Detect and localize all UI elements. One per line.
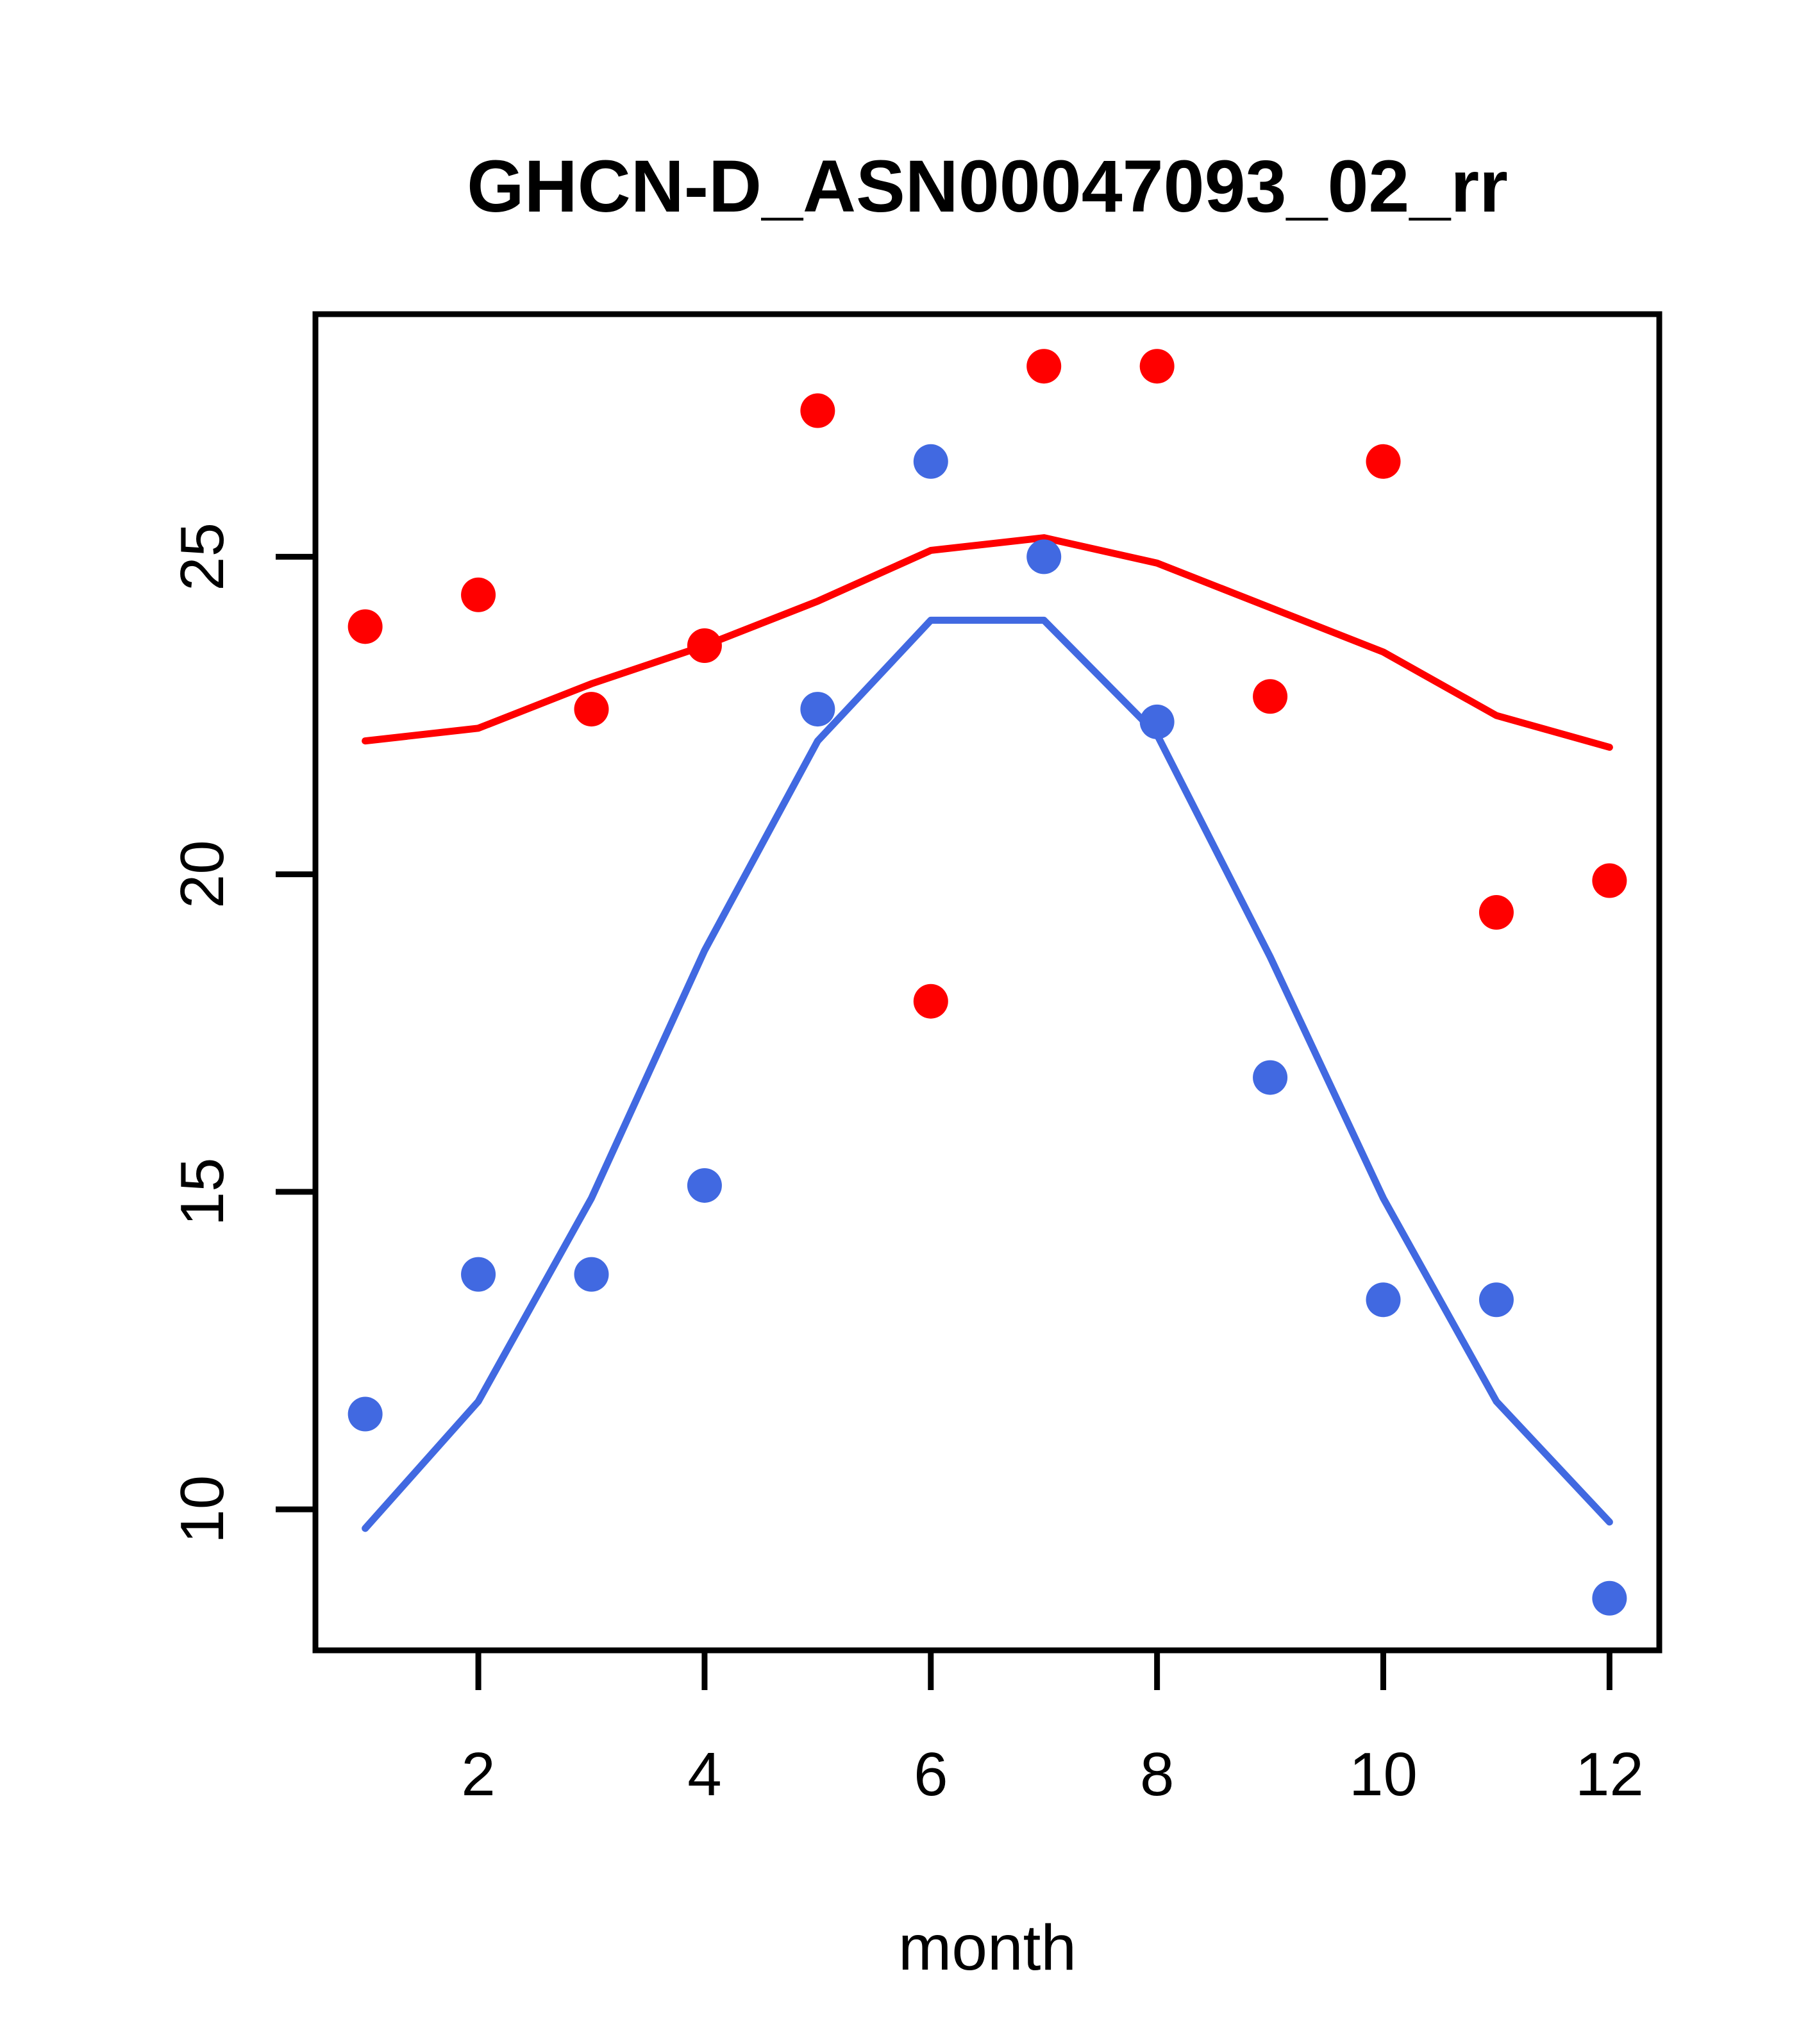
blue-lowess-line <box>362 616 1613 1532</box>
y-tick-label: 10 <box>168 1475 237 1544</box>
data-point-blue <box>347 1396 383 1432</box>
data-point-blue <box>687 1168 722 1203</box>
red-points <box>347 349 1627 1019</box>
x-tick-label: 10 <box>1349 1740 1418 1809</box>
data-point-red <box>1253 679 1288 714</box>
y-tick-label: 15 <box>168 1157 237 1226</box>
x-tick-label: 8 <box>1140 1740 1174 1809</box>
x-tick-label: 2 <box>461 1740 495 1809</box>
series-lines <box>362 534 1613 1532</box>
chart-title: GHCN-D_ASN00047093_02_rr <box>467 146 1508 228</box>
x-axis-label: month <box>898 1912 1076 1984</box>
data-point-blue <box>1478 1282 1514 1318</box>
y-axis-ticks: 10 15 20 25 <box>168 523 315 1544</box>
data-point-red <box>1139 349 1175 384</box>
data-point-blue <box>800 692 835 727</box>
data-point-blue <box>1253 1060 1288 1095</box>
data-point-red <box>1592 863 1627 898</box>
data-point-blue <box>913 444 948 479</box>
data-point-red <box>1026 349 1062 384</box>
x-tick-label: 4 <box>687 1740 721 1809</box>
x-tick-label: 12 <box>1575 1740 1644 1809</box>
data-point-red <box>687 628 722 664</box>
data-point-blue <box>1026 539 1062 574</box>
data-point-red <box>1366 444 1401 479</box>
red-lowess-line <box>362 534 1613 751</box>
data-point-red <box>1478 895 1514 930</box>
series-points <box>347 349 1627 1616</box>
data-point-blue <box>574 1257 609 1292</box>
y-tick-label: 20 <box>168 840 237 909</box>
data-point-blue <box>461 1257 496 1292</box>
data-point-red <box>800 393 835 428</box>
blue-points <box>347 444 1627 1616</box>
data-point-red <box>347 609 383 644</box>
x-tick-label: 6 <box>914 1740 948 1809</box>
data-point-red <box>461 577 496 612</box>
data-point-red <box>913 984 948 1019</box>
plot-box <box>312 311 1662 1654</box>
x-axis-ticks: 2 4 6 8 10 12 <box>461 1650 1644 1809</box>
data-point-blue <box>1366 1282 1401 1318</box>
data-point-red <box>574 692 609 727</box>
y-tick-label: 25 <box>168 523 237 591</box>
data-point-blue <box>1139 704 1175 739</box>
data-point-blue <box>1592 1580 1627 1616</box>
